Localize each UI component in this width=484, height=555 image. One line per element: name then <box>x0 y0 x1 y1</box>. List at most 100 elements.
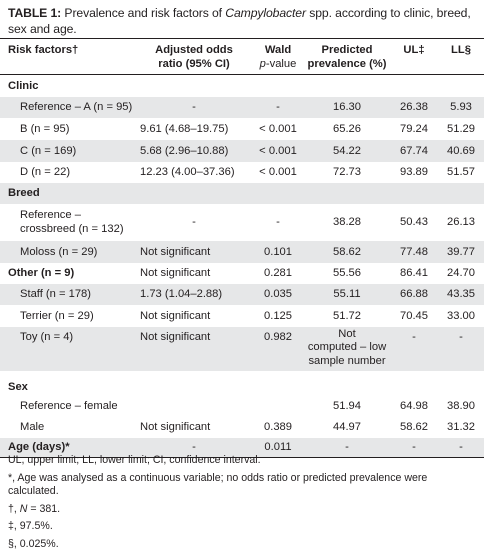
row-label: D (n = 22) <box>20 166 71 178</box>
prevalence-cell: - <box>304 437 390 458</box>
ul-cell: 67.74 <box>400 144 428 157</box>
prevalence-cell: 38.28 <box>333 216 361 228</box>
ul-cell: 64.98 <box>400 399 428 412</box>
prevalence-cell: 54.22 <box>333 144 361 157</box>
caption-text-after: spp. according to clinic, breed, sex and… <box>8 6 471 36</box>
ul-cell: - <box>412 330 416 343</box>
row-label: C (n = 169) <box>20 144 77 157</box>
ll-cell: 39.77 <box>447 245 475 258</box>
p-value-cell: 0.011 <box>252 437 304 458</box>
odds-ratio-cell: 12.23 (4.00–37.36) <box>140 166 235 178</box>
ll-cell: 40.69 <box>447 144 475 157</box>
row-label: Toy (n = 4) <box>20 330 74 343</box>
group-row-age: Age (days)* - 0.011 - - - <box>0 437 484 458</box>
group-row-clinic: Clinic <box>0 75 484 97</box>
row-label: Other (n = 9) <box>8 267 75 279</box>
caption-label: TABLE 1: <box>8 6 62 20</box>
odds-ratio-cell: - <box>136 437 252 458</box>
ll-cell: - <box>438 437 484 458</box>
risk-factor-table: Risk factors† Adjusted odds ratio (95% CI… <box>0 38 484 458</box>
row-label: Reference – female <box>20 399 118 412</box>
table-caption: TABLE 1: Prevalence and risk factors of … <box>8 5 476 37</box>
odds-ratio-cell: 5.68 (2.96–10.88) <box>140 144 229 157</box>
ul-cell: 86.41 <box>400 267 428 279</box>
table-row: Toy (n = 4) Not significant 0.982 Not com… <box>0 326 484 371</box>
ul-cell: 93.89 <box>400 166 428 178</box>
odds-ratio-cell: Not significant <box>140 309 211 322</box>
ll-cell: 38.90 <box>447 399 475 412</box>
ll-cell: 43.35 <box>447 288 475 300</box>
row-label: Terrier (n = 29) <box>20 309 94 322</box>
table-row: Reference – A (n = 95) - - 16.30 26.38 5… <box>0 96 484 118</box>
header-odds-ratio: Adjusted odds ratio (95% CI) <box>155 43 233 70</box>
group-row-other: Other (n = 9) Not significant 0.281 55.5… <box>0 263 484 284</box>
header-upper-limit: UL‡ <box>403 44 425 56</box>
ll-cell: 33.00 <box>447 309 475 322</box>
ll-cell: 5.93 <box>450 101 472 113</box>
prevalence-cell: 51.72 <box>333 309 361 322</box>
row-label: Age (days)* <box>0 437 136 458</box>
prevalence-cell: 55.56 <box>333 267 361 279</box>
footnote-section: §, 0.025%. <box>8 537 59 550</box>
ul-cell: 66.88 <box>400 288 428 300</box>
table-footnotes: UL, upper limit; LL, lower limit; CI, co… <box>8 454 476 555</box>
odds-ratio-cell: Not significant <box>140 330 211 343</box>
p-value-cell: 0.125 <box>264 309 292 322</box>
p-value-cell: < 0.001 <box>259 122 297 135</box>
group-row-sex: Sex <box>0 371 484 395</box>
row-label: Male <box>20 421 45 433</box>
odds-ratio-cell: 1.73 (1.04–2.88) <box>140 288 223 300</box>
p-value-cell: < 0.001 <box>259 144 297 157</box>
p-value-cell: 0.101 <box>264 245 292 258</box>
ul-cell: 50.43 <box>400 216 428 228</box>
caption-text-before: Prevalence and risk factors of <box>61 6 226 20</box>
row-label: Breed <box>8 187 40 199</box>
table-row: Reference – female 51.94 64.98 38.90 <box>0 395 484 417</box>
table-row: Terrier (n = 29) Not significant 0.125 5… <box>0 305 484 327</box>
p-value-cell: 0.035 <box>264 288 292 300</box>
table-row: B (n = 95) 9.61 (4.68–19.75) < 0.001 65.… <box>0 118 484 140</box>
p-value-cell: 0.389 <box>264 421 292 433</box>
ul-cell: 70.45 <box>400 309 428 322</box>
table-row: Reference – crossbreed (n = 132) - - 38.2… <box>0 204 484 241</box>
ll-cell: 51.57 <box>447 166 475 178</box>
ll-cell: - <box>459 330 463 343</box>
header-predicted-prevalence: Predicted prevalence (%) <box>307 43 387 70</box>
odds-ratio-cell: Not significant <box>140 421 211 433</box>
header-wald-p-value: Wald p-value <box>259 43 297 70</box>
p-value-cell <box>252 395 304 417</box>
odds-ratio-cell <box>136 395 252 417</box>
row-label: Clinic <box>8 79 39 92</box>
p-value-cell: 0.982 <box>264 330 292 343</box>
prevalence-cell: 58.62 <box>333 245 361 258</box>
prevalence-cell: 44.97 <box>333 421 361 433</box>
ll-cell: 31.32 <box>447 421 475 433</box>
row-label: B (n = 95) <box>20 122 70 135</box>
odds-ratio-cell: Not significant <box>140 245 211 258</box>
prevalence-cell: 16.30 <box>333 101 361 113</box>
ul-cell: - <box>390 437 438 458</box>
prevalence-cell: 72.73 <box>333 166 361 178</box>
prevalence-cell: 55.11 <box>333 288 361 300</box>
table-row: D (n = 22) 12.23 (4.00–37.36) < 0.001 72… <box>0 162 484 183</box>
ul-cell: 77.48 <box>400 245 428 258</box>
ll-cell: 26.13 <box>447 216 475 228</box>
odds-ratio-cell: - <box>192 101 196 113</box>
p-value-cell: 0.281 <box>264 267 292 279</box>
row-label: Moloss (n = 29) <box>20 245 98 258</box>
table-row: C (n = 169) 5.68 (2.96–10.88) < 0.001 54… <box>0 139 484 162</box>
ll-cell: 24.70 <box>447 267 475 279</box>
odds-ratio-cell: 9.61 (4.68–19.75) <box>140 122 229 135</box>
ul-cell: 79.24 <box>400 122 428 135</box>
header-lower-limit: LL§ <box>451 44 471 56</box>
row-label: Staff (n = 178) <box>20 288 92 300</box>
table-row: Moloss (n = 29) Not significant 0.101 58… <box>0 240 484 263</box>
caption-genus: Campylobacter <box>225 6 306 20</box>
ul-cell: 26.38 <box>400 101 428 113</box>
group-row-breed: Breed <box>0 182 484 204</box>
footnote-abbreviations: UL, upper limit; LL, lower limit; CI, co… <box>8 454 261 466</box>
footnote-dagger: †, N = 381. <box>8 502 61 515</box>
prevalence-cell: Not computed – low sample number <box>307 327 387 367</box>
row-label: Reference – crossbreed (n = 132) <box>20 209 124 235</box>
row-label: Sex <box>8 380 28 393</box>
